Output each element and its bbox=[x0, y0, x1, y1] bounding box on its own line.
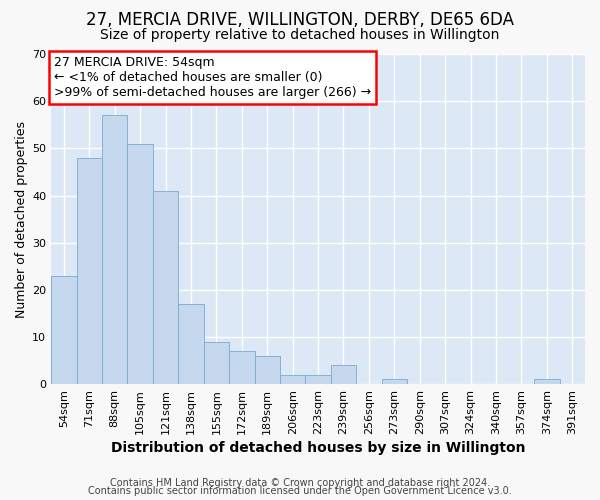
Text: 27, MERCIA DRIVE, WILLINGTON, DERBY, DE65 6DA: 27, MERCIA DRIVE, WILLINGTON, DERBY, DE6… bbox=[86, 11, 514, 29]
Bar bbox=[331, 366, 356, 384]
Bar bbox=[280, 375, 305, 384]
Bar bbox=[382, 380, 407, 384]
Text: 27 MERCIA DRIVE: 54sqm
← <1% of detached houses are smaller (0)
>99% of semi-det: 27 MERCIA DRIVE: 54sqm ← <1% of detached… bbox=[54, 56, 371, 98]
Y-axis label: Number of detached properties: Number of detached properties bbox=[15, 120, 28, 318]
Text: Contains HM Land Registry data © Crown copyright and database right 2024.: Contains HM Land Registry data © Crown c… bbox=[110, 478, 490, 488]
Bar bbox=[203, 342, 229, 384]
Bar bbox=[153, 191, 178, 384]
X-axis label: Distribution of detached houses by size in Willington: Distribution of detached houses by size … bbox=[111, 441, 526, 455]
Text: Contains public sector information licensed under the Open Government Licence v3: Contains public sector information licen… bbox=[88, 486, 512, 496]
Bar bbox=[534, 380, 560, 384]
Bar bbox=[254, 356, 280, 384]
Bar bbox=[178, 304, 203, 384]
Bar bbox=[102, 116, 127, 384]
Bar bbox=[305, 375, 331, 384]
Bar bbox=[229, 351, 254, 384]
Text: Size of property relative to detached houses in Willington: Size of property relative to detached ho… bbox=[100, 28, 500, 42]
Bar bbox=[127, 144, 153, 384]
Bar bbox=[51, 276, 77, 384]
Bar bbox=[77, 158, 102, 384]
